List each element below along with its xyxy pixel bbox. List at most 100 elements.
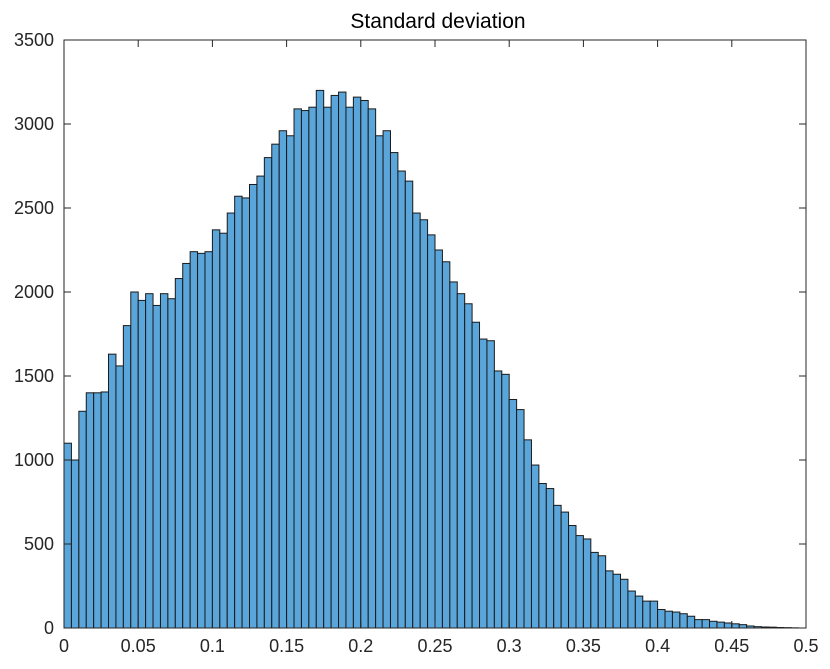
histogram-bar (204, 251, 213, 629)
y-axis-ticks: 0 500 1000 1500 2000 2500 3000 3500 (14, 30, 806, 638)
histogram-bar (70, 459, 80, 629)
histogram-bar (701, 619, 711, 629)
histogram-bar (330, 94, 340, 629)
histogram-bar (716, 621, 725, 629)
histogram-bar (159, 293, 169, 629)
histogram-bar (642, 600, 651, 629)
histogram-bar (605, 570, 614, 629)
histogram-bar (137, 299, 147, 629)
histogram-bar (286, 135, 295, 629)
histogram-bar (271, 143, 280, 629)
histogram-bar (479, 338, 488, 629)
histogram-bar (738, 624, 748, 629)
histogram-bar (352, 96, 362, 629)
histogram-bar (434, 249, 443, 629)
histogram-bar (671, 611, 681, 629)
histogram-bar (375, 135, 384, 629)
y-tick-label: 0 (44, 618, 54, 638)
x-tick-label: 0 (59, 636, 69, 656)
y-tick-label: 2000 (14, 282, 54, 302)
y-tick-label: 2500 (14, 198, 54, 218)
histogram-bar (249, 183, 258, 629)
histogram-bar (278, 130, 288, 629)
histogram-bar (323, 106, 332, 629)
x-tick-label: 0.3 (497, 636, 522, 656)
histogram-bar (412, 212, 421, 629)
histogram-bar (516, 409, 525, 629)
histogram-bar (78, 410, 87, 629)
histogram-bar (568, 525, 577, 629)
histogram-bar (122, 325, 132, 629)
histogram-bar (189, 251, 199, 629)
histogram-bar (427, 234, 436, 629)
histogram-bar (167, 298, 176, 629)
histogram-bar (723, 622, 733, 629)
histogram-bar (456, 293, 466, 629)
histogram-bar (553, 504, 562, 629)
histogram-bar (182, 262, 191, 629)
histogram-bar (345, 106, 354, 629)
histogram-bar (308, 106, 317, 629)
histogram-bar (627, 590, 636, 629)
x-tick-label: 0.2 (348, 636, 373, 656)
histogram-bar (152, 304, 161, 629)
histogram-bar (300, 110, 310, 629)
x-tick-label: 0.25 (417, 636, 452, 656)
histogram-bar (85, 392, 95, 629)
histogram-bar (731, 623, 740, 629)
histogram-bar (241, 197, 251, 629)
histogram-bar (649, 600, 659, 629)
x-tick-label: 0.15 (269, 636, 304, 656)
histogram-bar (686, 615, 696, 629)
y-tick-label: 1500 (14, 366, 54, 386)
y-tick-label: 1000 (14, 450, 54, 470)
histogram-bar (63, 442, 72, 629)
y-tick-label: 3500 (14, 30, 54, 50)
x-tick-label: 0.35 (566, 636, 601, 656)
histogram-bar (508, 399, 518, 629)
histogram-bar (397, 170, 406, 629)
histogram-bar (93, 392, 102, 629)
histogram-bar (471, 321, 481, 629)
histogram-bar (404, 180, 414, 629)
histogram-bar (493, 370, 503, 629)
x-axis-ticks: 0 0.05 0.1 0.15 0.2 0.25 0.3 0.35 0.4 0.45 0.5 (59, 40, 819, 656)
histogram-bar (360, 99, 369, 629)
histogram-bar (130, 291, 139, 629)
histogram-bar (582, 538, 592, 629)
histogram-bar (538, 483, 547, 629)
x-tick-label: 0.4 (645, 636, 670, 656)
x-tick-label: 0.45 (714, 636, 749, 656)
histogram-bar (449, 281, 458, 629)
histogram-bar (115, 365, 124, 629)
histogram-bar (226, 212, 236, 629)
histogram-bar (108, 353, 117, 629)
histogram-bar (174, 278, 184, 629)
histogram-bar (679, 613, 688, 629)
histogram-bar (657, 609, 666, 629)
histogram-bar (597, 555, 607, 629)
histogram-bar (263, 157, 273, 629)
histogram-bar (486, 340, 495, 629)
plot-frame (63, 39, 807, 629)
histogram-bar (367, 108, 377, 629)
histogram-bar (389, 152, 399, 629)
histogram-bar (293, 108, 302, 629)
histogram-bar (709, 620, 718, 629)
histogram-bar (612, 573, 622, 629)
histogram-bar (634, 595, 644, 629)
histogram-bar (197, 252, 206, 629)
histogram-bar (211, 229, 221, 629)
histogram-bar (560, 511, 570, 629)
histogram-bar (590, 551, 599, 629)
histogram-bar (338, 91, 347, 629)
histogram-bar (530, 464, 540, 629)
histogram-bar (234, 195, 243, 629)
histogram-bar (315, 89, 325, 629)
x-tick-label: 0.5 (793, 636, 818, 656)
histogram-bar (620, 578, 629, 629)
histogram-bar (545, 488, 555, 629)
histogram-bar (694, 619, 703, 629)
chart-title: Standard deviation (350, 10, 525, 33)
